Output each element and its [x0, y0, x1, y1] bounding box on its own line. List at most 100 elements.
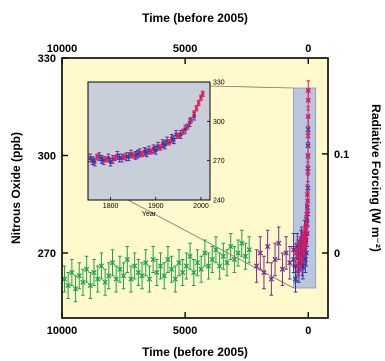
- main-data-point: [150, 246, 156, 273]
- inset-y-tick-label: 240: [213, 198, 225, 205]
- marker-stroke: [95, 276, 101, 282]
- main-data-point: [202, 239, 208, 267]
- main-data-point: [187, 242, 193, 270]
- marker-stroke: [231, 256, 238, 263]
- inset-y-tick-label: 270: [213, 158, 225, 165]
- inset-data-point: [131, 152, 136, 159]
- marker-stroke: [135, 269, 142, 276]
- bottom-x-axis-title: Time (before 2005): [142, 345, 248, 359]
- x-tick-label-bottom: 0: [305, 325, 311, 337]
- main-data-point: [143, 249, 149, 277]
- marker-stroke: [242, 253, 249, 259]
- main-data-point: [209, 246, 215, 273]
- marker-stroke: [144, 150, 149, 155]
- main-data-point: [98, 252, 105, 280]
- main-data-point: [106, 262, 112, 290]
- inset-plot-background: [88, 82, 210, 200]
- main-data-point: [239, 229, 245, 257]
- marker-stroke: [128, 276, 134, 282]
- inset-axis-ticks: 1800 1900 2000 240 270 300 330: [103, 80, 225, 211]
- main-data-point: [120, 262, 127, 290]
- marker-stroke: [298, 256, 304, 263]
- main-data-point: [264, 229, 271, 264]
- main-data-point: [257, 236, 263, 270]
- main-data-point: [146, 265, 153, 293]
- marker-stroke: [305, 113, 311, 120]
- marker-stroke: [272, 256, 278, 263]
- marker-stroke: [83, 266, 90, 272]
- main-data-point: [83, 255, 90, 283]
- main-data-point: [61, 265, 68, 293]
- inset-connector-line: [127, 199, 294, 289]
- marker-stroke: [72, 286, 79, 292]
- marker-stroke: [98, 263, 105, 269]
- marker-stroke: [276, 240, 282, 246]
- y-tick-label-left: 300: [38, 151, 56, 163]
- main-data-point: [154, 259, 160, 286]
- marker-stroke: [202, 250, 208, 256]
- x-tick-label-top: 5000: [173, 43, 197, 55]
- marker-stroke: [91, 269, 97, 276]
- main-plot-frame: [61, 57, 329, 319]
- marker-stroke: [165, 256, 171, 263]
- marker-stroke: [257, 250, 263, 256]
- main-data-point: [165, 246, 171, 273]
- inset-data-point: [196, 99, 201, 107]
- main-data-point: [198, 255, 204, 283]
- main-data-point: [87, 272, 93, 299]
- inset-data-point: [180, 128, 185, 135]
- marker-stroke: [65, 282, 71, 289]
- marker-stroke: [154, 269, 160, 276]
- marker-stroke: [304, 221, 310, 227]
- marker-stroke: [135, 152, 140, 157]
- marker-stroke: [187, 253, 193, 259]
- marker-stroke: [293, 250, 299, 256]
- marker-stroke: [80, 279, 86, 285]
- inset-data-point: [171, 135, 176, 145]
- marker-stroke: [290, 256, 297, 263]
- marker-stroke: [158, 145, 163, 150]
- inset-data-point: [99, 154, 104, 164]
- marker-stroke: [117, 266, 123, 272]
- marker-stroke: [131, 263, 138, 269]
- main-data-point: [183, 252, 190, 280]
- inset-data-point: [149, 148, 154, 155]
- marker-stroke: [149, 149, 154, 154]
- main-data-point: [80, 268, 86, 296]
- marker-stroke: [235, 250, 241, 256]
- marker-stroke: [305, 169, 311, 175]
- main-data-point: [213, 236, 219, 264]
- marker-stroke: [264, 243, 271, 250]
- inset-data-marks: [88, 90, 205, 167]
- inset-data-point: [160, 139, 165, 149]
- inset-plot-frame: [87, 81, 211, 201]
- marker-stroke: [126, 154, 131, 159]
- marker-stroke: [153, 148, 158, 153]
- main-data-point: [205, 252, 212, 280]
- main-data-point: [235, 239, 241, 267]
- main-data-point: [224, 249, 230, 277]
- marker-stroke: [180, 129, 185, 134]
- marker-stroke: [171, 137, 176, 142]
- marker-stroke: [305, 152, 311, 159]
- marker-stroke: [268, 276, 275, 282]
- marker-stroke: [139, 273, 145, 279]
- top-x-axis-title: Time (before 2005): [142, 11, 248, 25]
- marker-stroke: [124, 256, 130, 263]
- marker-stroke: [180, 269, 186, 276]
- inset-data-point: [162, 140, 167, 150]
- marker-stroke: [176, 260, 182, 266]
- main-data-point: [157, 252, 164, 280]
- inset-data-point: [158, 144, 163, 151]
- main-data-point: [304, 190, 311, 212]
- inset-data-point: [194, 105, 199, 112]
- marker-stroke: [253, 263, 260, 269]
- marker-stroke: [92, 159, 97, 165]
- marker-stroke: [305, 87, 311, 94]
- inset-data-point: [200, 90, 205, 97]
- main-data-point: [292, 265, 299, 293]
- main-data-point: [216, 252, 223, 280]
- inset-connector-line: [209, 85, 294, 89]
- marker-stroke: [246, 247, 252, 253]
- main-data-point: [128, 265, 134, 293]
